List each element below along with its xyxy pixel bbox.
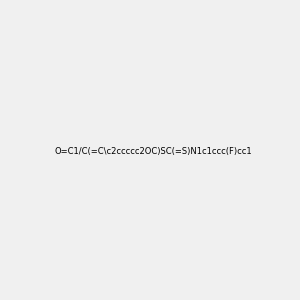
Text: O=C1/C(=C\c2ccccc2OC)SC(=S)N1c1ccc(F)cc1: O=C1/C(=C\c2ccccc2OC)SC(=S)N1c1ccc(F)cc1 xyxy=(55,147,253,156)
